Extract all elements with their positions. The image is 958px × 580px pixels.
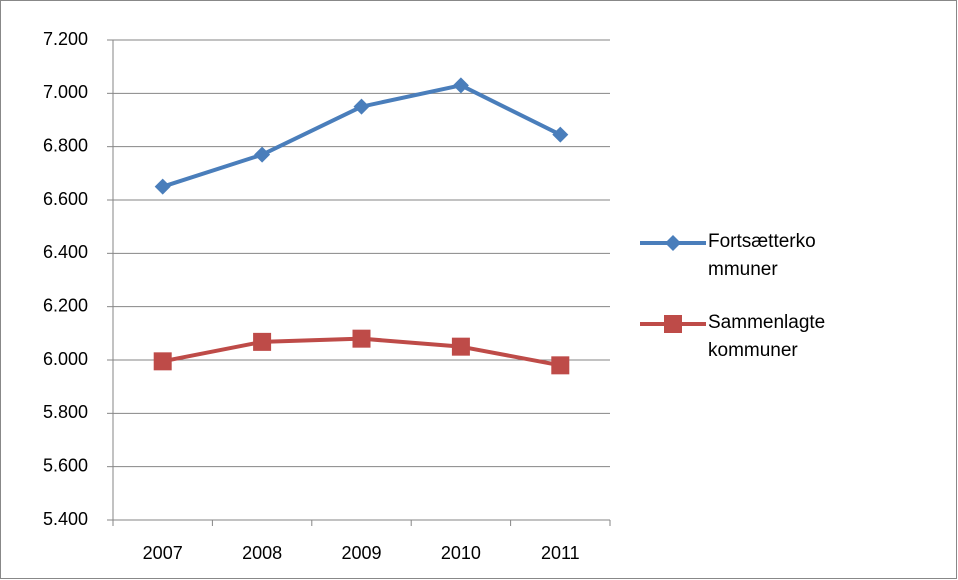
y-tick-label: 6.000 <box>43 349 88 369</box>
legend-item: Fortsætterkommuner <box>640 228 830 284</box>
legend-item: Sammenlagte kommuner <box>640 309 830 365</box>
y-tick-label: 6.800 <box>43 135 88 155</box>
legend-marker <box>664 315 682 333</box>
marker <box>452 77 469 94</box>
x-tick-label: 2011 <box>541 543 580 563</box>
y-tick-label: 5.600 <box>43 455 88 475</box>
legend-label: Sammenlagte kommuner <box>708 312 826 361</box>
marker <box>254 146 271 163</box>
y-tick-label: 5.800 <box>43 402 88 422</box>
y-tick-label: 6.600 <box>43 189 88 209</box>
marker <box>153 352 172 371</box>
legend-marker <box>665 235 681 251</box>
marker <box>154 178 171 195</box>
x-tick-label: 2009 <box>341 543 381 563</box>
marker <box>352 329 371 348</box>
y-tick-label: 5.400 <box>43 509 88 529</box>
y-tick-label: 7.000 <box>43 82 88 102</box>
marker <box>353 98 370 115</box>
marker <box>552 126 569 143</box>
legend-icon <box>640 315 706 333</box>
y-tick-label: 6.400 <box>43 242 88 262</box>
y-tick-label: 6.200 <box>43 295 88 315</box>
marker <box>551 356 570 375</box>
legend: Fortsætterkommuner Sammenlagte kommuner <box>640 228 830 390</box>
x-tick-label: 2008 <box>242 543 282 563</box>
x-tick-label: 2010 <box>441 543 481 563</box>
marker <box>253 332 272 351</box>
y-tick-label: 7.200 <box>43 29 88 49</box>
x-tick-label: 2007 <box>143 543 183 563</box>
legend-icon <box>640 235 706 251</box>
legend-label: Fortsætterkommuner <box>708 231 816 280</box>
marker <box>451 337 470 356</box>
